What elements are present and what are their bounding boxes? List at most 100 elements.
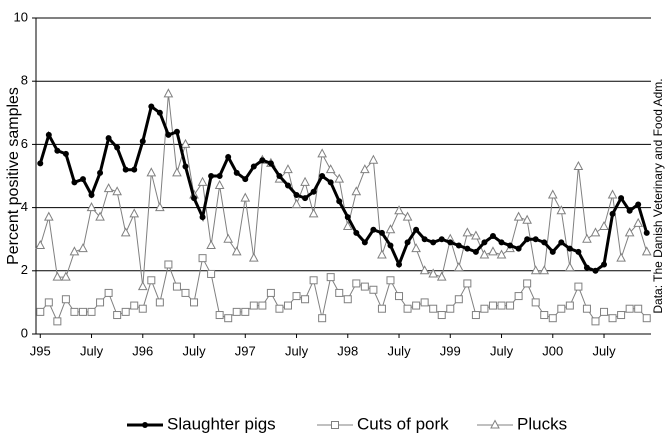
point [242, 176, 249, 183]
point [396, 261, 403, 268]
point [548, 314, 557, 323]
point [223, 233, 234, 243]
series-line [39, 256, 648, 323]
point [343, 295, 352, 304]
point [540, 311, 549, 320]
y-axis-label: Percent positive samples [5, 87, 22, 265]
point [52, 271, 63, 281]
point [635, 201, 642, 208]
point [310, 188, 317, 195]
point [216, 173, 223, 179]
point [233, 169, 240, 176]
point [325, 164, 336, 174]
y-tick-label: 4 [21, 199, 28, 214]
series-line [39, 93, 648, 287]
y-tick-label: 8 [21, 73, 28, 88]
point [428, 268, 439, 278]
point [624, 227, 635, 237]
point [105, 135, 112, 142]
point [112, 186, 122, 196]
x-tick-label: J95 [30, 343, 51, 358]
point [258, 301, 267, 310]
point [225, 154, 232, 161]
point [472, 248, 479, 255]
point [86, 202, 97, 212]
legend-marker [142, 422, 148, 428]
point [130, 301, 139, 310]
point [120, 227, 131, 237]
point [197, 176, 208, 186]
point [309, 276, 318, 285]
point [71, 179, 78, 186]
point [79, 176, 86, 183]
point [104, 288, 113, 297]
point [54, 147, 61, 154]
point [53, 317, 62, 326]
point [641, 246, 652, 256]
point [259, 157, 266, 164]
point [370, 226, 377, 233]
point [208, 173, 215, 179]
point [283, 301, 292, 310]
point [565, 262, 575, 272]
point [413, 226, 420, 233]
point [37, 160, 44, 167]
point [61, 271, 71, 281]
point [462, 227, 473, 237]
legend-marker [331, 421, 339, 429]
point [291, 198, 302, 208]
point [207, 269, 216, 278]
point [147, 276, 156, 285]
point [360, 282, 369, 291]
point [122, 166, 129, 173]
point [471, 230, 481, 240]
point [541, 239, 548, 246]
point [70, 307, 79, 316]
point [453, 262, 464, 272]
point [522, 214, 532, 224]
point [129, 208, 140, 218]
point [369, 285, 378, 294]
x-tick-label: J98 [337, 343, 358, 358]
point [78, 307, 87, 316]
point [633, 217, 644, 227]
point [411, 243, 421, 253]
point [267, 160, 274, 167]
point [514, 292, 523, 301]
y-tick-label: 0 [21, 325, 28, 340]
point [591, 317, 600, 326]
point [318, 314, 327, 323]
point [592, 267, 599, 274]
point [547, 189, 558, 199]
point [582, 233, 592, 243]
point [436, 271, 447, 281]
legend-label: Cuts of pork [357, 414, 449, 433]
point [181, 288, 190, 297]
x-tick-label: July [182, 343, 206, 358]
point [387, 242, 394, 249]
point [231, 246, 242, 256]
point [626, 207, 633, 214]
point [266, 288, 275, 297]
point [352, 279, 361, 288]
point [44, 298, 53, 307]
point [575, 248, 582, 255]
point [335, 288, 344, 297]
point [283, 164, 293, 174]
point [532, 236, 539, 243]
source-note: Data: The Danish Veterinary and Food Adm… [651, 78, 665, 313]
point [148, 103, 155, 110]
x-tick-label: July [80, 343, 104, 358]
x-tick-label: July [285, 343, 309, 358]
point [276, 173, 283, 179]
point [275, 304, 284, 313]
point [404, 239, 411, 246]
point [164, 260, 173, 269]
point [351, 186, 362, 196]
point [62, 150, 69, 157]
point [642, 314, 651, 323]
point [507, 242, 514, 249]
x-tick-label: July [387, 343, 411, 358]
point [88, 191, 95, 198]
